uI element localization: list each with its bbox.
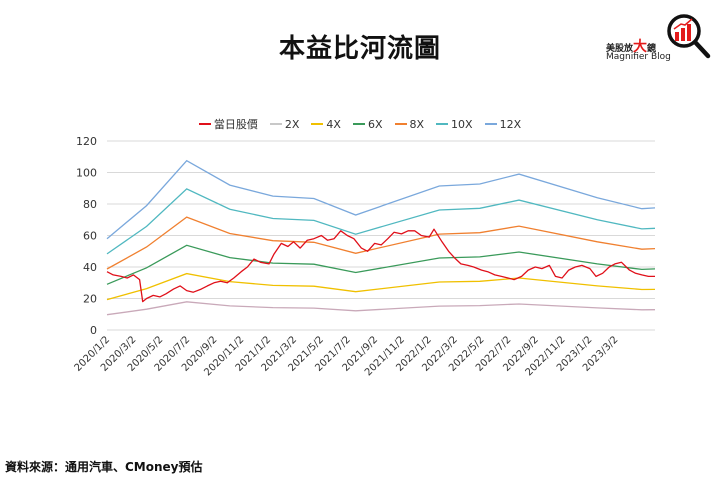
legend-label: 12X (499, 117, 522, 131)
y-tick-label: 100 (76, 167, 97, 180)
y-tick-label: 60 (83, 230, 97, 243)
logo-cn-part: 美股放 (606, 44, 634, 54)
legend-label: 2X (284, 117, 300, 131)
legend-label: 8X (409, 117, 425, 131)
legend-swatch (484, 123, 497, 125)
legend-item: 當日股價 (198, 116, 258, 132)
y-tick-label: 20 (83, 293, 97, 306)
price-line (106, 228, 655, 303)
y-tick-label: 40 (83, 261, 97, 274)
y-tick-label: 120 (76, 135, 97, 148)
legend-label: 4X (326, 117, 341, 131)
y-tick-label: 80 (83, 198, 97, 211)
legend-swatch (436, 123, 449, 125)
legend-swatch (269, 123, 282, 125)
series-line-4x (106, 272, 656, 301)
logo-cn-part: 鏡 (647, 44, 657, 54)
series-line-12x (106, 159, 656, 240)
series-line-8x (106, 216, 656, 270)
legend-swatch (311, 123, 324, 125)
legend-label: 當日股價 (213, 118, 258, 131)
legend-item: 4X (311, 116, 341, 132)
legend-item: 12X (484, 116, 522, 132)
legend-item: 2X (269, 116, 300, 132)
logo-cn-big: 大 (633, 39, 648, 55)
source-note: 資料來源：通用汽車、CMoney預估 (5, 460, 203, 474)
magnifier-blog-logo: 美股放大鏡 Magnifier Blog (598, 12, 718, 62)
legend-label: 10X (451, 117, 473, 131)
legend-label: 6X (367, 117, 383, 131)
series-line-10x (106, 188, 656, 255)
legend-swatch (352, 123, 365, 125)
logo-text-en: Magnifier Blog (606, 52, 671, 62)
legend-swatch (394, 123, 407, 125)
chart-legend: 當日股價 2X 4X 6X 8X 10X 12X (0, 116, 720, 132)
logo-text-cn: 美股放大鏡 (606, 36, 656, 56)
legend-swatch (198, 123, 211, 125)
series-line-2x (106, 301, 656, 316)
legend-item: 8X (394, 116, 425, 132)
series-line-6x (106, 244, 656, 285)
magnifier-chart-icon (667, 14, 711, 59)
legend-item: 10X (436, 116, 473, 132)
legend-item: 6X (352, 116, 383, 132)
page-title: 本益比河流圖 (278, 34, 441, 64)
y-tick-label: 0 (90, 324, 97, 337)
